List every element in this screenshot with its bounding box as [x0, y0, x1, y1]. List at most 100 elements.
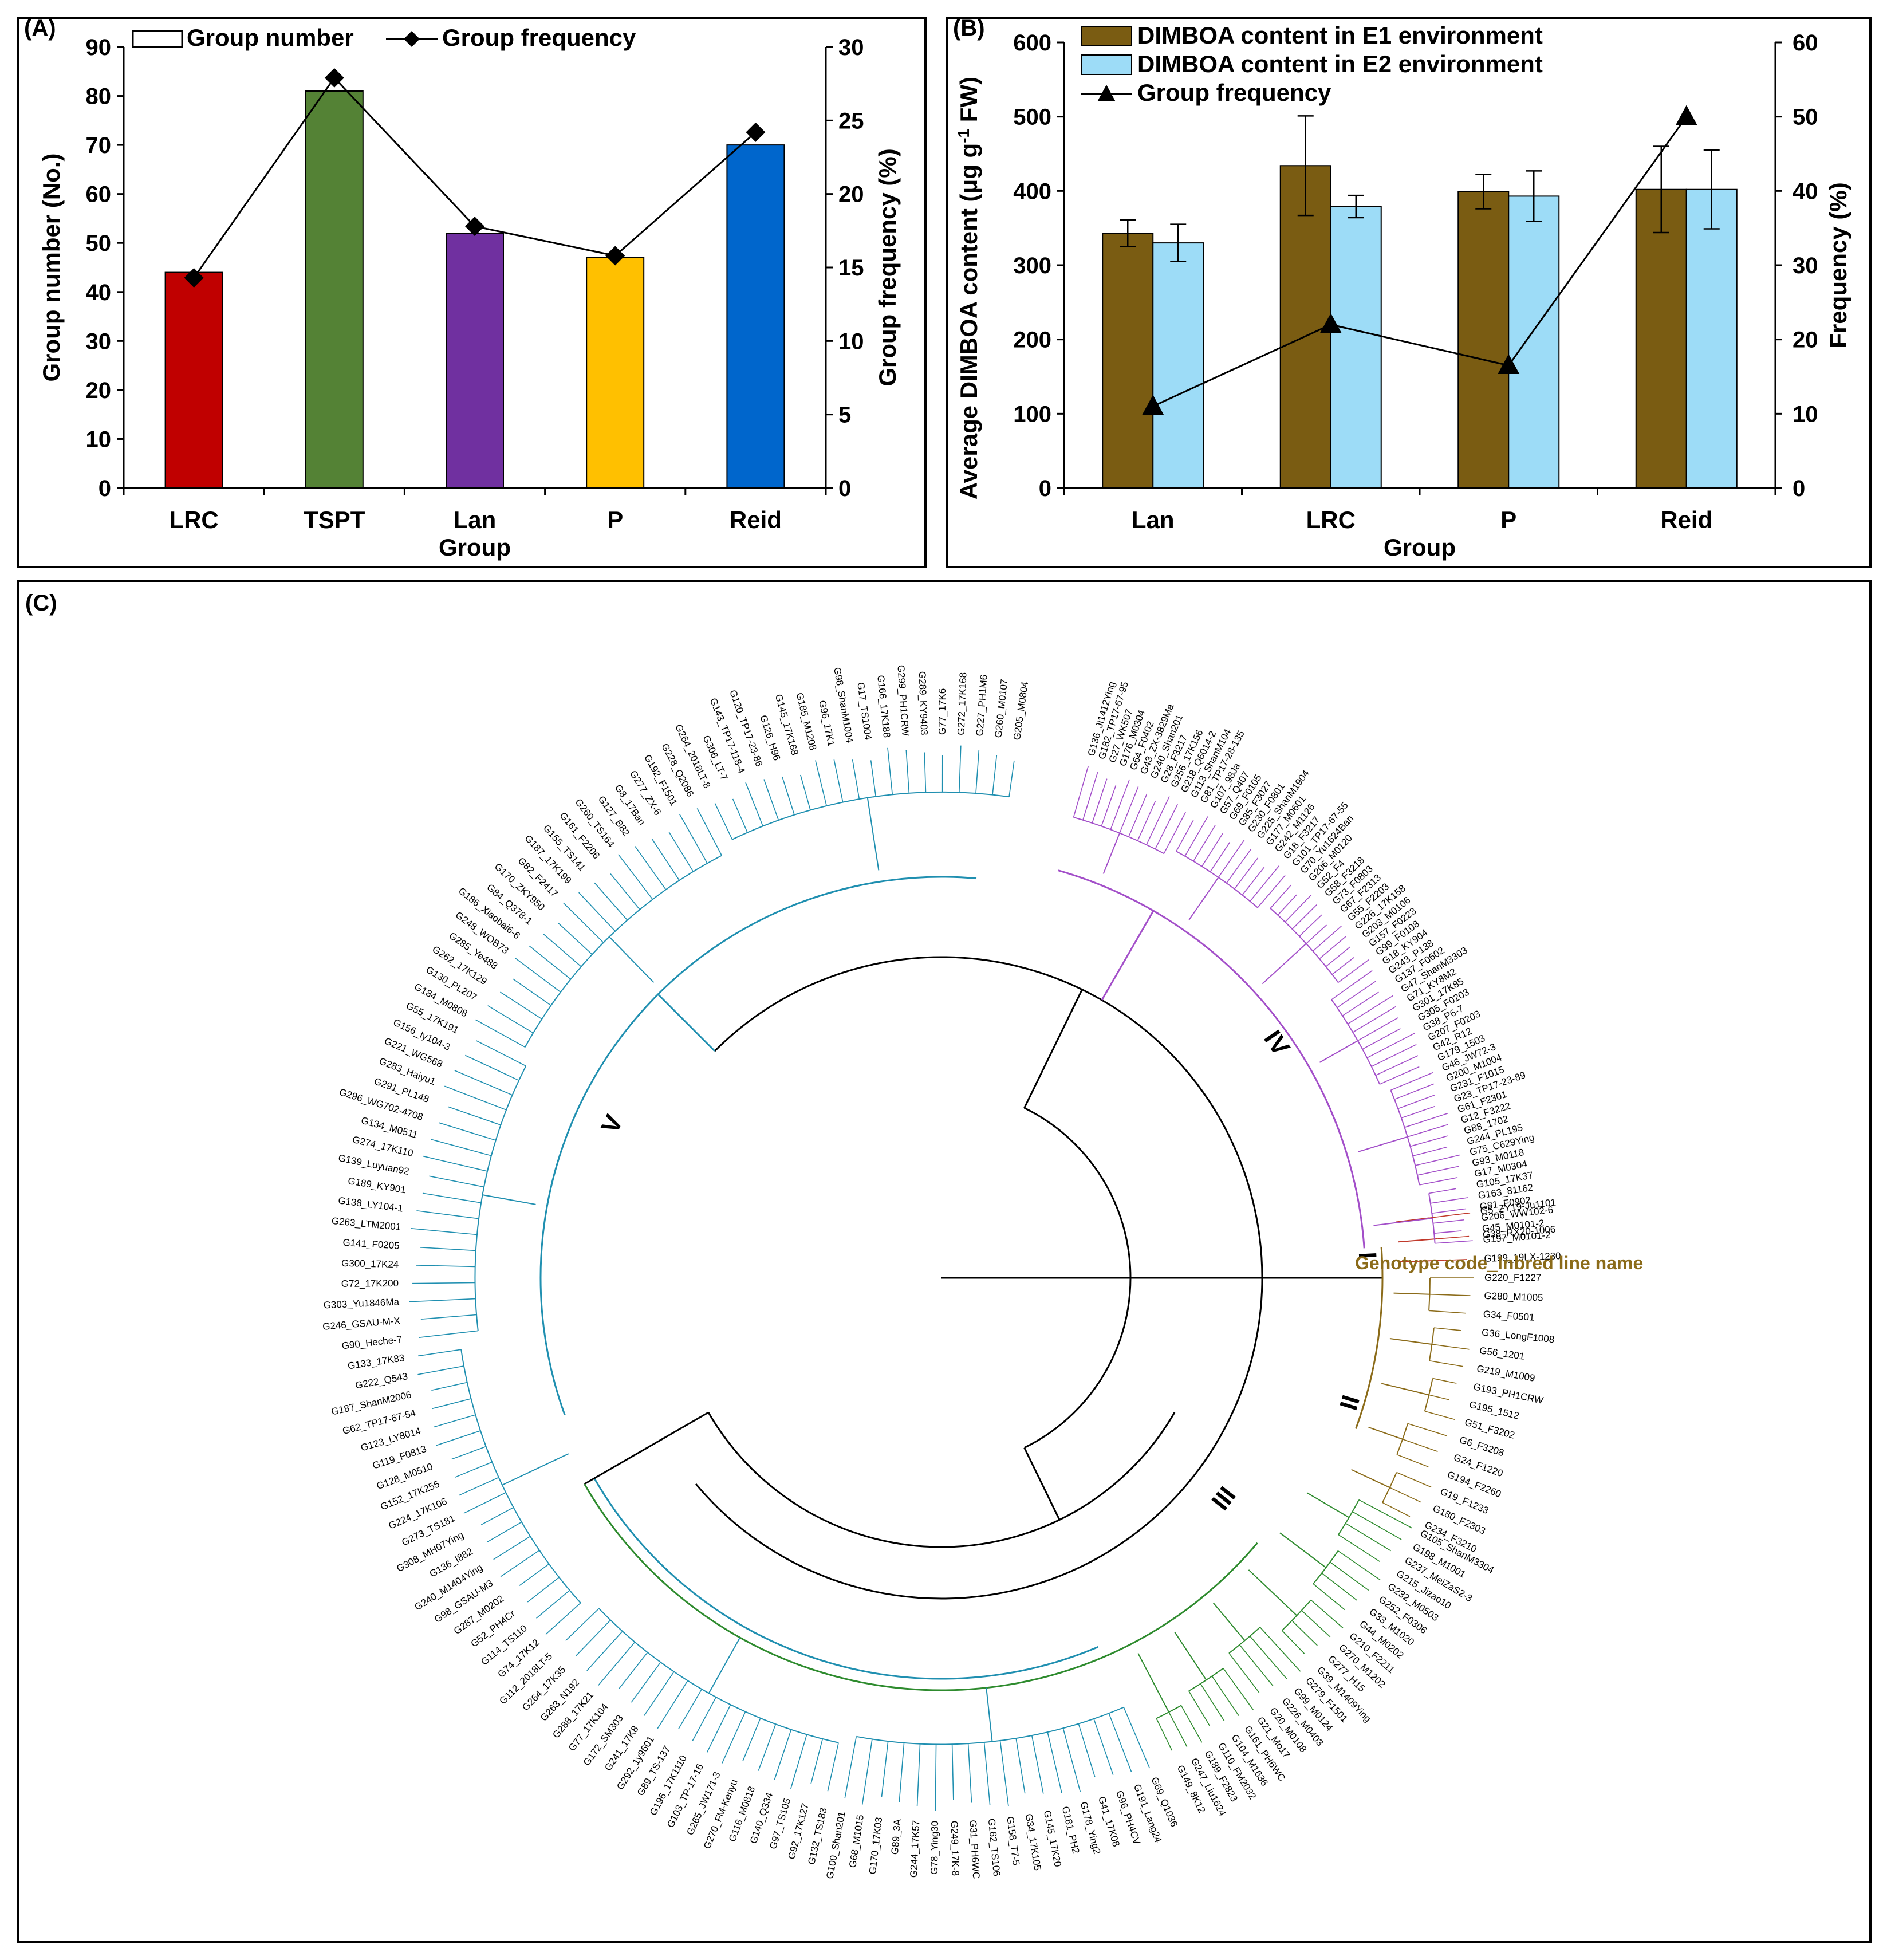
- leaf-branch: [417, 1349, 462, 1357]
- leaf-branch: [1285, 894, 1312, 923]
- leaf-branch: [975, 750, 980, 794]
- panel-c-label: (C): [25, 591, 57, 616]
- leaf-label: G205_M0804: [1011, 681, 1030, 741]
- clade-iv-substem: [1102, 833, 1121, 874]
- chart-b-svg: (B) 0 100 200 300 400 500 600 0 10 20 30 40 50 60 Lan L…: [953, 19, 1851, 561]
- leaf-branch: [1123, 1707, 1151, 1769]
- y-tick-label: 300: [1013, 253, 1051, 278]
- clade-iii-substem: [1306, 1492, 1350, 1518]
- leaf-branch: [1419, 1177, 1458, 1186]
- leaf-branch: [1277, 894, 1297, 916]
- y2-tick-label: 25: [838, 108, 864, 133]
- leaf-branch: [576, 1619, 611, 1656]
- leaf-branch: [1092, 778, 1108, 824]
- leaf-label: G31_PH6WC: [967, 1820, 982, 1879]
- leaf-branch: [1313, 926, 1342, 952]
- leaf-branch: [1337, 981, 1376, 1008]
- frequency-point: [1319, 313, 1342, 333]
- leaf-branch: [668, 832, 694, 872]
- leaf-branch: [732, 798, 748, 833]
- leaf-branch: [1429, 1293, 1471, 1296]
- leaf-branch: [774, 1729, 792, 1780]
- tree-svg: (C) G5_ZY19-Ju1101G38_RX20-1006G199_19LX…: [25, 591, 1643, 1880]
- clade-iii-arc: [584, 1483, 1258, 1691]
- legend-swatch-group-number: [132, 30, 183, 48]
- leaf-label: G100_Shan201: [824, 1811, 847, 1880]
- leaf-label: G219_M1009: [1476, 1363, 1536, 1384]
- leaf-branch: [451, 1446, 486, 1460]
- leaf-branch: [455, 1461, 493, 1478]
- leaf-label: G17_TS1004: [855, 682, 874, 741]
- leaf-branch: [434, 1414, 476, 1428]
- leaf-branch: [815, 760, 828, 806]
- leaf-branch: [635, 846, 667, 890]
- x-tick-label: Lan: [454, 506, 497, 533]
- clade-v-substem: [986, 1687, 993, 1742]
- x-axis-title: Group: [439, 534, 511, 561]
- leaf-branch: [431, 1382, 467, 1391]
- legend-marker-frequency: [1097, 85, 1116, 101]
- clade-v-arc: [539, 876, 977, 1415]
- leaf-branch: [1429, 1360, 1464, 1367]
- bar-p: [586, 257, 645, 489]
- leaf-branch: [416, 1265, 475, 1268]
- clade-label-iv: IV: [1258, 1025, 1295, 1061]
- leaf-branch: [1301, 1610, 1331, 1638]
- leaf-label: G170_17K03: [867, 1817, 884, 1875]
- leaf-branch: [536, 1589, 570, 1619]
- leaf-branch: [515, 958, 561, 993]
- leaf-branch: [1417, 1166, 1459, 1176]
- x-tick-label: TSPT: [304, 506, 365, 533]
- leaf-branch: [999, 1740, 1009, 1806]
- y2-tick-label: 50: [1793, 105, 1818, 130]
- leaf-branch: [417, 1365, 464, 1375]
- y-tick-label: 0: [99, 476, 111, 501]
- leaf-label: G222_Q543: [354, 1371, 409, 1391]
- leaf-branch: [1394, 1083, 1434, 1100]
- legend-swatch-e2: [1081, 54, 1132, 75]
- leaf-label: G199_19LX-1230: [1484, 1250, 1561, 1264]
- x-tick-label: LRC: [1306, 506, 1356, 533]
- leaf-branch: [1168, 1711, 1188, 1747]
- clade-label-i: I: [1353, 1251, 1382, 1260]
- bar-tspt: [305, 90, 364, 489]
- leaf-branch: [1119, 786, 1139, 833]
- clade-iv-substem: [1373, 1217, 1433, 1226]
- frequency-point: [1142, 395, 1164, 415]
- leaf-branch: [1401, 1105, 1435, 1119]
- leaf-branch: [1176, 820, 1194, 852]
- leaf-branch: [420, 1246, 476, 1251]
- y2-axis-title: Group frequency (%): [874, 148, 901, 386]
- leaf-branch: [1193, 824, 1216, 862]
- bar-e2-reid: [1685, 188, 1738, 489]
- bar-e1-lan: [1102, 233, 1154, 489]
- y-tick-label: 20: [86, 378, 112, 403]
- leaf-branch: [1331, 957, 1354, 975]
- leaf-label: G34_17K105: [1023, 1813, 1043, 1871]
- leaf-label: G181_PH2: [1060, 1805, 1082, 1855]
- leaf-branch: [631, 1662, 661, 1703]
- x-axis-title: Group: [1384, 534, 1456, 561]
- leaf-branch: [1201, 833, 1223, 867]
- leaf-branch: [1412, 1146, 1448, 1156]
- leaf-branch: [1281, 1630, 1305, 1654]
- clade-iii-root-stem: [584, 1411, 709, 1485]
- leaf-branch: [1407, 1423, 1447, 1436]
- clade-v-stem: [657, 993, 716, 1052]
- y-axis-title-tail: FW): [955, 77, 982, 129]
- clade-label-ii: II: [1334, 1392, 1365, 1414]
- y2-tick-label: 0: [1793, 476, 1805, 501]
- leaf-branch: [790, 1734, 807, 1789]
- clade-iv-substem: [1262, 943, 1307, 985]
- root-branch-upper: [1023, 989, 1083, 1109]
- leaf-branch: [1015, 1738, 1026, 1794]
- clade-iv-substem: [1358, 1136, 1408, 1152]
- leaf-branch: [924, 752, 927, 793]
- leaf-branch: [1433, 1219, 1464, 1224]
- clade-i-substem: [1396, 1217, 1430, 1223]
- leaf-branch: [951, 1744, 954, 1800]
- y-tick-label: 200: [1013, 328, 1051, 353]
- leaf-branch: [432, 1398, 471, 1410]
- leaf-branch: [742, 1718, 761, 1761]
- leaf-branch: [1379, 1066, 1420, 1085]
